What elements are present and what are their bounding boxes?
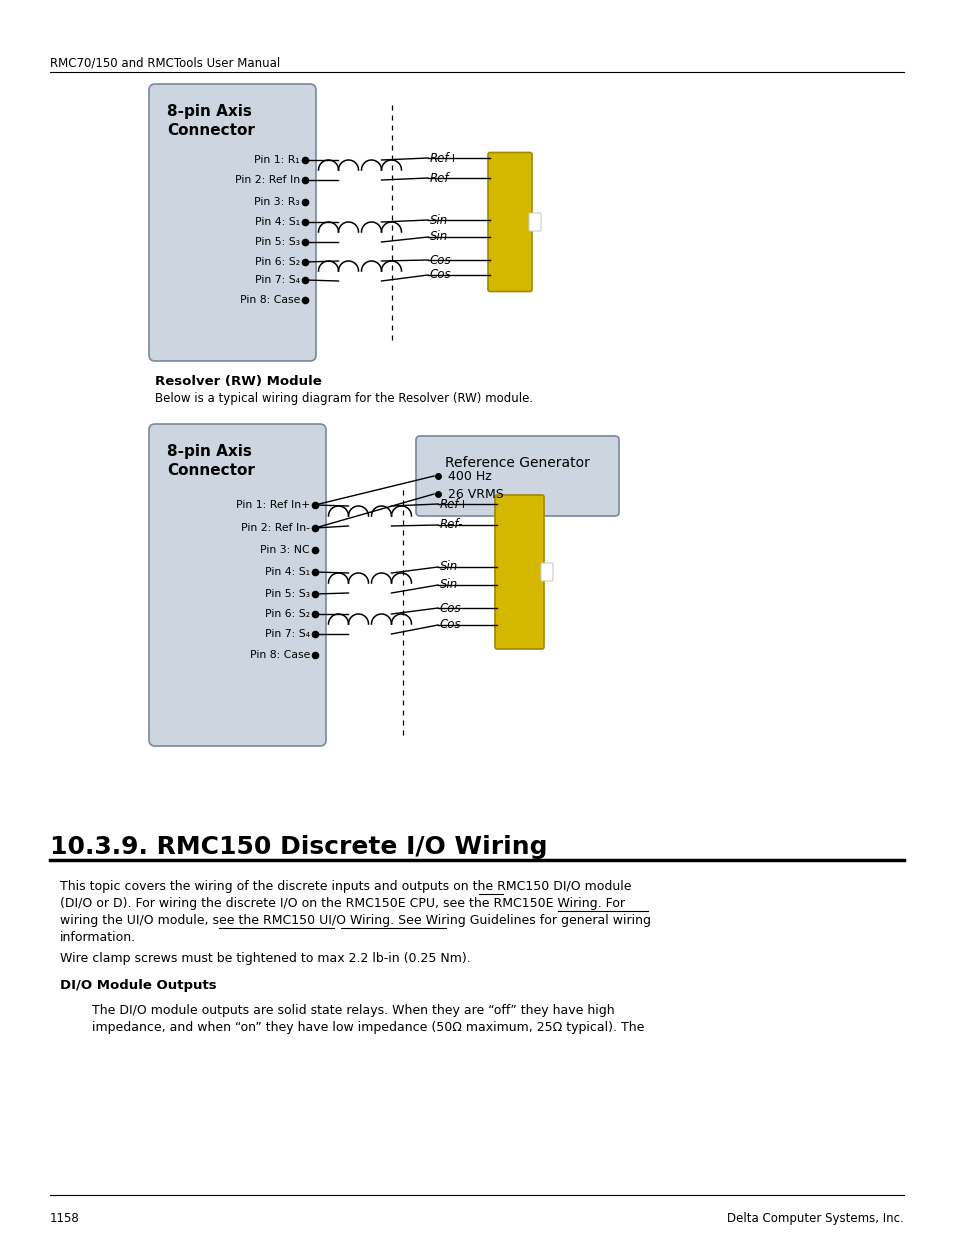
Text: wiring the UI/O module, see the RMC150 UI/O Wiring. See Wiring Guidelines for ge: wiring the UI/O module, see the RMC150 U…	[60, 914, 650, 927]
Text: 400 Hz: 400 Hz	[448, 469, 491, 483]
Text: Cos: Cos	[430, 253, 451, 267]
Text: Wire clamp screws must be tightened to max 2.2 lb-in (0.25 Nm).: Wire clamp screws must be tightened to m…	[60, 952, 470, 965]
Text: Resolver (RW) Module: Resolver (RW) Module	[154, 375, 321, 388]
Text: Sin: Sin	[430, 231, 448, 243]
Text: Pin 6: S₂: Pin 6: S₂	[254, 257, 299, 267]
Text: impedance, and when “on” they have low impedance (50Ω maximum, 25Ω typical). The: impedance, and when “on” they have low i…	[91, 1021, 643, 1034]
Text: (DI/O or D). For wiring the discrete I/O on the RMC150E CPU, see the RMC150E Wir: (DI/O or D). For wiring the discrete I/O…	[60, 897, 624, 910]
Text: Ref-: Ref-	[439, 519, 463, 531]
Text: Pin 7: S₄: Pin 7: S₄	[265, 629, 310, 638]
Text: Sin: Sin	[430, 214, 448, 226]
Text: Sin: Sin	[439, 561, 457, 573]
FancyBboxPatch shape	[540, 563, 553, 580]
Text: Pin 4: S₁: Pin 4: S₁	[254, 217, 299, 227]
Text: 10.3.9. RMC150 Discrete I/O Wiring: 10.3.9. RMC150 Discrete I/O Wiring	[50, 835, 547, 860]
Text: The DI/O module outputs are solid state relays. When they are “off” they have hi: The DI/O module outputs are solid state …	[91, 1004, 614, 1016]
FancyBboxPatch shape	[495, 495, 543, 650]
FancyBboxPatch shape	[529, 212, 540, 231]
Text: Pin 1: Ref In+: Pin 1: Ref In+	[235, 500, 310, 510]
Text: Pin 2: Ref In-: Pin 2: Ref In-	[241, 522, 310, 534]
Text: Pin 1: R₁: Pin 1: R₁	[254, 156, 299, 165]
Text: 8-pin Axis: 8-pin Axis	[167, 445, 252, 459]
Text: Below is a typical wiring diagram for the Resolver (RW) module.: Below is a typical wiring diagram for th…	[154, 391, 533, 405]
Text: 8-pin Axis: 8-pin Axis	[167, 104, 252, 119]
Text: Pin 5: S₃: Pin 5: S₃	[265, 589, 310, 599]
Text: 26 VRMS: 26 VRMS	[448, 488, 503, 500]
Text: Pin 6: S₂: Pin 6: S₂	[265, 609, 310, 619]
Text: 1158: 1158	[50, 1212, 80, 1225]
Text: Pin 8: Case: Pin 8: Case	[250, 650, 310, 659]
Text: Ref-: Ref-	[430, 172, 453, 184]
Text: Pin 7: S₄: Pin 7: S₄	[254, 275, 299, 285]
Text: Ref+: Ref+	[430, 152, 459, 164]
Text: Pin 3: R₃: Pin 3: R₃	[254, 198, 299, 207]
Text: Pin 2: Ref In: Pin 2: Ref In	[234, 175, 299, 185]
FancyBboxPatch shape	[488, 152, 532, 291]
Text: information.: information.	[60, 931, 136, 944]
Text: Ref+: Ref+	[439, 498, 469, 510]
Text: Cos: Cos	[439, 601, 461, 615]
Text: RMC70/150 and RMCTools User Manual: RMC70/150 and RMCTools User Manual	[50, 57, 280, 70]
Text: Cos: Cos	[439, 619, 461, 631]
Text: DI/O Module Outputs: DI/O Module Outputs	[60, 979, 216, 992]
FancyBboxPatch shape	[416, 436, 618, 516]
Text: Connector: Connector	[167, 124, 254, 138]
FancyBboxPatch shape	[149, 84, 315, 361]
Text: Delta Computer Systems, Inc.: Delta Computer Systems, Inc.	[726, 1212, 903, 1225]
Text: This topic covers the wiring of the discrete inputs and outputs on the RMC150 DI: This topic covers the wiring of the disc…	[60, 881, 631, 893]
Text: Cos: Cos	[430, 268, 451, 282]
Text: Sin: Sin	[439, 578, 457, 592]
Text: Reference Generator: Reference Generator	[445, 456, 589, 471]
Text: Pin 4: S₁: Pin 4: S₁	[265, 567, 310, 577]
FancyBboxPatch shape	[149, 424, 326, 746]
Text: Pin 8: Case: Pin 8: Case	[239, 295, 299, 305]
Text: Pin 5: S₃: Pin 5: S₃	[254, 237, 299, 247]
Text: Pin 3: NC: Pin 3: NC	[260, 545, 310, 555]
Text: Connector: Connector	[167, 463, 254, 478]
